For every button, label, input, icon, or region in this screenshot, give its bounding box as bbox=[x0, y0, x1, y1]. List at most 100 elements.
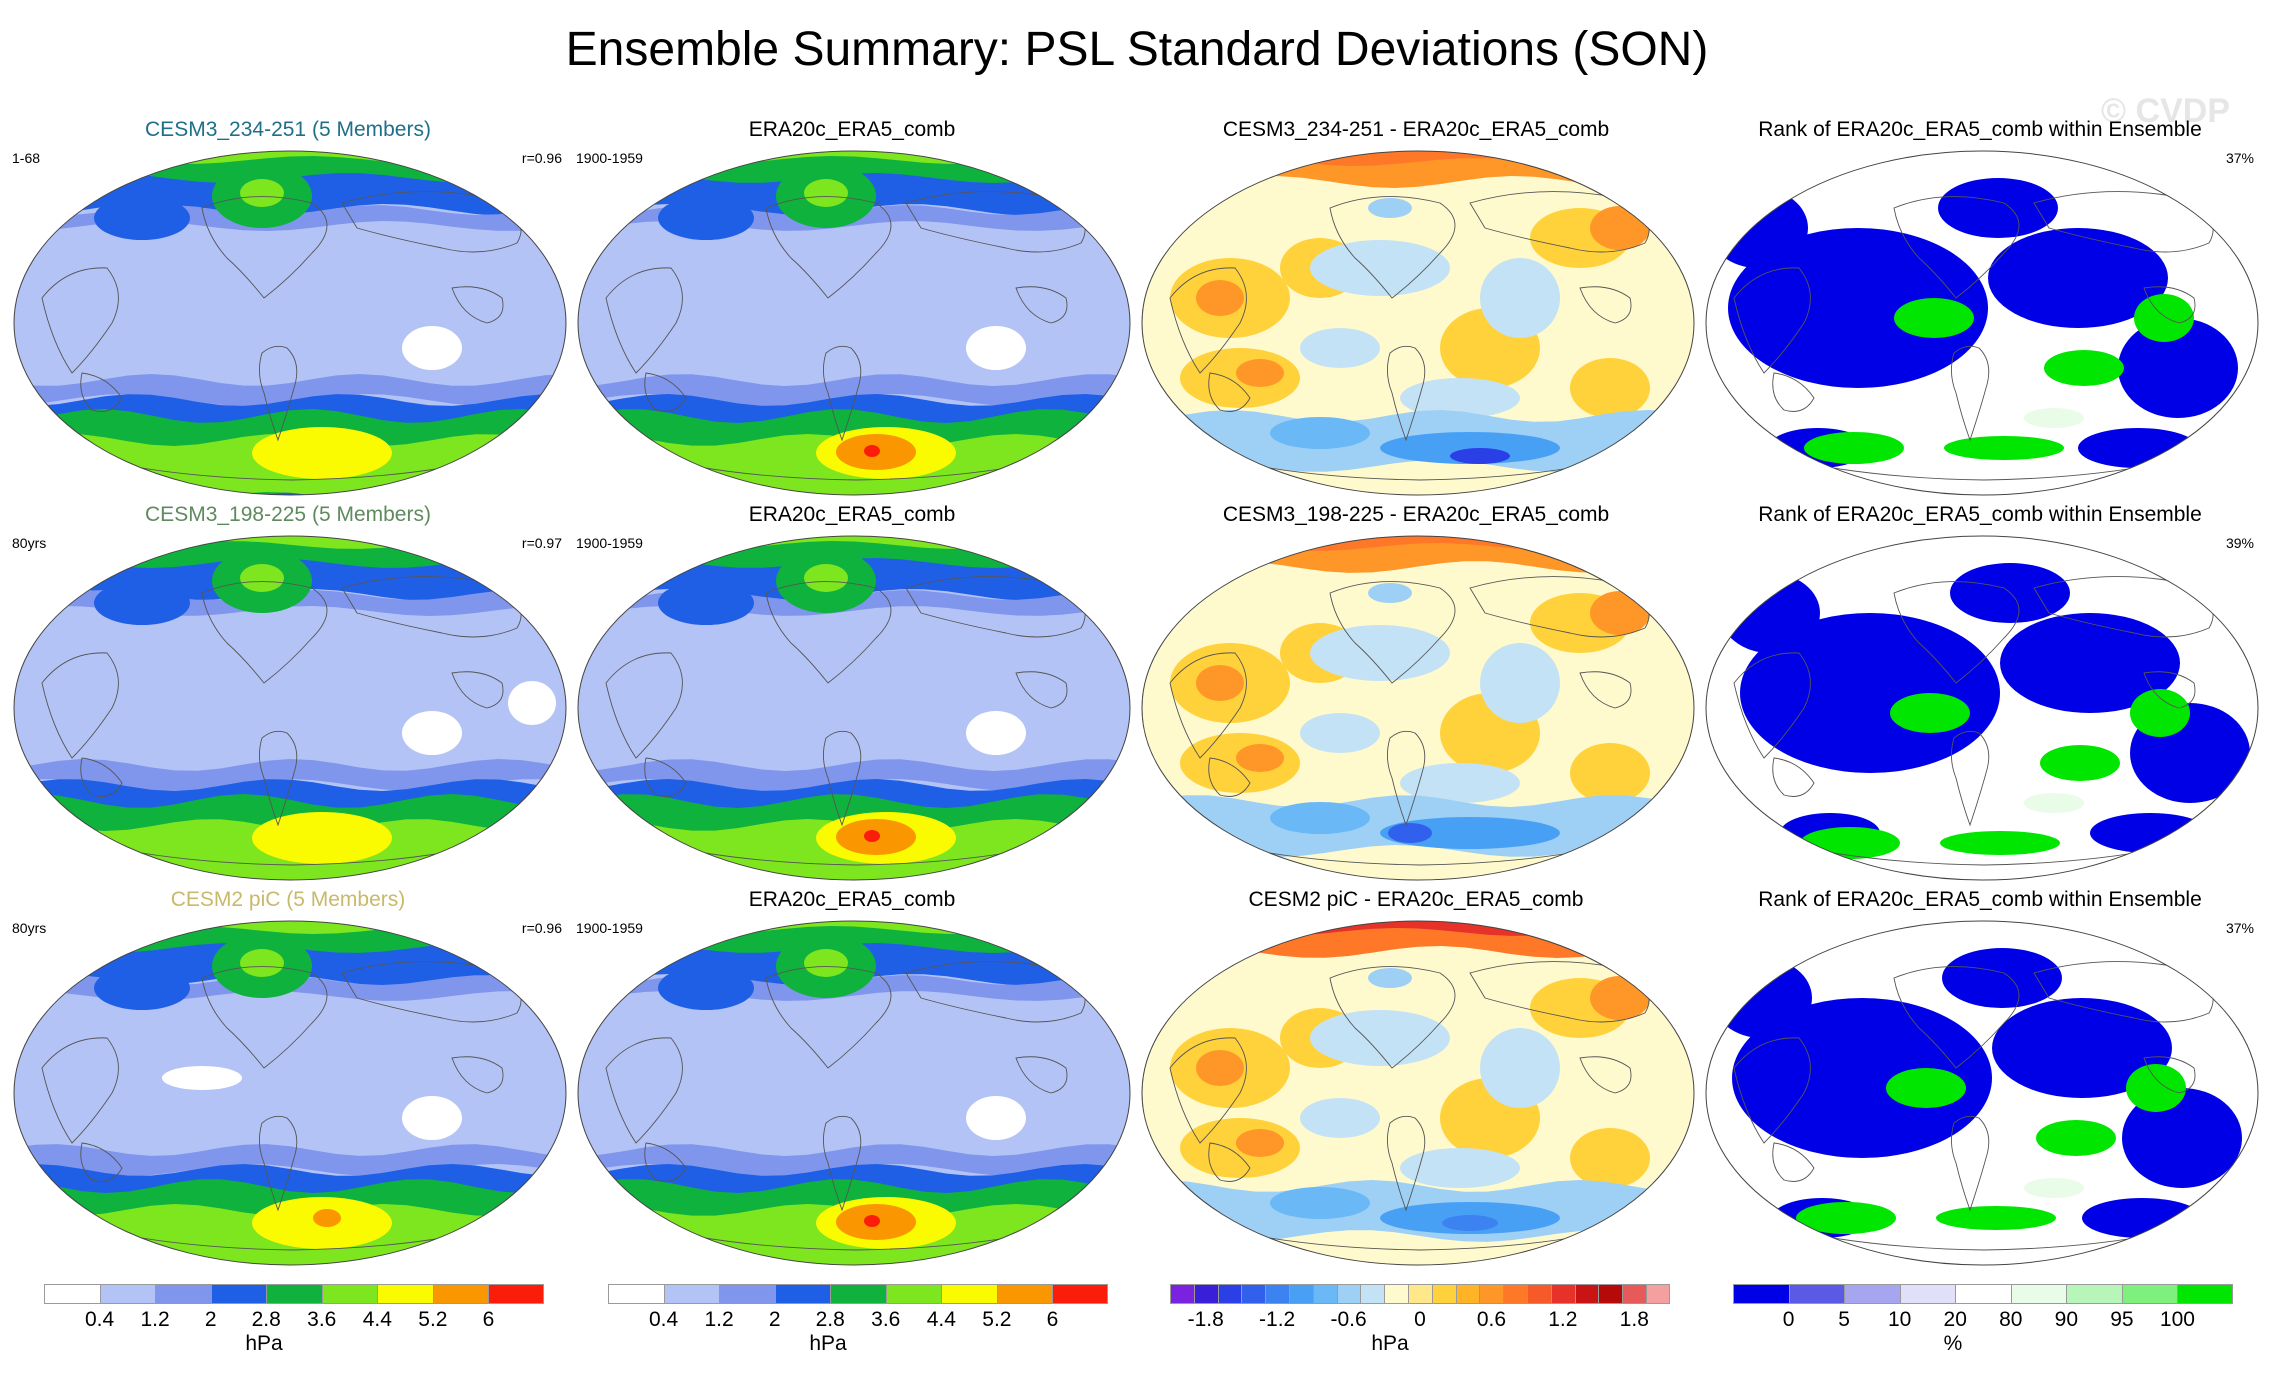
colorbar-swatch bbox=[1788, 1284, 1845, 1304]
colorbar-swatch bbox=[377, 1284, 433, 1304]
colorbar-swatch bbox=[155, 1284, 211, 1304]
colorbar-swatch bbox=[2066, 1284, 2122, 1304]
coastline bbox=[905, 191, 1086, 253]
contour-blob bbox=[1368, 198, 1412, 218]
coastline bbox=[451, 286, 504, 324]
contour-blob bbox=[2044, 350, 2124, 386]
contour-blob bbox=[402, 711, 462, 755]
map-border bbox=[1141, 920, 1695, 1266]
coastline bbox=[41, 652, 119, 759]
coastline bbox=[1015, 671, 1068, 709]
contour-blob bbox=[804, 949, 848, 977]
contour-blob bbox=[2000, 613, 2180, 713]
contour-blob bbox=[1400, 763, 1520, 803]
colorbar-swatch bbox=[1312, 1284, 1337, 1304]
coastline bbox=[341, 576, 522, 638]
panel-title: ERA20c_ERA5_comb bbox=[748, 118, 956, 141]
coastline bbox=[1772, 1142, 1815, 1182]
coastline bbox=[644, 372, 687, 412]
coastline bbox=[259, 345, 298, 442]
map-panel: CESM2 piC - ERA20c_ERA5_comb bbox=[1136, 888, 1696, 1268]
coastline bbox=[1208, 1142, 1251, 1182]
contour-blob bbox=[1236, 744, 1284, 772]
colorbar-swatch bbox=[99, 1284, 156, 1304]
contour-blob bbox=[1942, 948, 2062, 1008]
contour-blob bbox=[2024, 1178, 2084, 1198]
rank-colorbar: 0 5 10 20 80 90 95 100% bbox=[1733, 1282, 2233, 1392]
coastline bbox=[644, 1142, 687, 1182]
coastline bbox=[1951, 730, 1990, 827]
contour-blob bbox=[1894, 298, 1974, 338]
contour-blob bbox=[2024, 408, 2084, 428]
map-panel: CESM2 piC (5 Members) 80yrs r=0.96 bbox=[8, 888, 568, 1268]
contour-blob bbox=[1570, 358, 1650, 418]
colorbar-tick-label: 1.2 bbox=[1548, 1308, 1578, 1331]
coastline bbox=[765, 196, 892, 299]
contour-blob bbox=[2126, 1064, 2186, 1112]
contour-blob bbox=[1450, 448, 1510, 464]
colorbar-tick-label: 1.2 bbox=[704, 1308, 734, 1331]
contour-blob bbox=[1368, 968, 1412, 988]
contour-blob bbox=[1236, 1129, 1284, 1157]
colorbar-tick-label: 1.2 bbox=[140, 1308, 170, 1331]
colorbar-swatch bbox=[663, 1284, 720, 1304]
contour-blob bbox=[1442, 1215, 1498, 1231]
coastline bbox=[1579, 671, 1632, 709]
colorbar-tick-label: 0 bbox=[1782, 1308, 1795, 1331]
coastline bbox=[80, 757, 123, 797]
colorbar-tick-label: -1.8 bbox=[1187, 1308, 1224, 1331]
coastline bbox=[2033, 576, 2214, 638]
map-border bbox=[13, 150, 567, 496]
coastline bbox=[823, 730, 862, 827]
colorbar-swatch bbox=[2010, 1284, 2067, 1304]
contour-blob bbox=[1300, 328, 1380, 368]
map-border bbox=[1705, 535, 2259, 881]
contour-blob bbox=[1270, 1187, 1370, 1219]
robinson-map bbox=[1705, 535, 2259, 881]
colorbar-swatch bbox=[1622, 1284, 1646, 1304]
map-panel: ERA20c_ERA5_comb 1900-1959 bbox=[572, 503, 1132, 883]
coastline bbox=[1951, 345, 1990, 442]
panel-title: Rank of ERA20c_ERA5_comb within Ensemble bbox=[1758, 118, 2202, 141]
map-border bbox=[1141, 535, 1695, 881]
coastline bbox=[1387, 1115, 1426, 1212]
coastline bbox=[1387, 730, 1426, 827]
colorbar-swatch bbox=[1170, 1284, 1194, 1304]
panel-title: ERA20c_ERA5_comb bbox=[748, 503, 956, 526]
colorbar-swatch bbox=[1052, 1284, 1108, 1304]
panel-period-label: 80yrs bbox=[12, 920, 47, 936]
contour-blob bbox=[1300, 1098, 1380, 1138]
contour-blob bbox=[1590, 976, 1650, 1020]
coastline bbox=[80, 1142, 123, 1182]
contour-blob bbox=[94, 196, 190, 240]
colorbar-tick-label: 6 bbox=[1046, 1308, 1059, 1331]
colorbar-swatch bbox=[719, 1284, 775, 1304]
contour-blob bbox=[864, 445, 880, 457]
contour-blob bbox=[402, 326, 462, 370]
panel-stat-label: r=0.97 bbox=[521, 535, 562, 551]
contour-blob bbox=[2122, 1088, 2242, 1188]
coastline bbox=[1208, 757, 1251, 797]
contour-blob bbox=[1720, 573, 1820, 653]
contour-blob bbox=[1988, 228, 2168, 328]
colorbar-swatch bbox=[1431, 1284, 1456, 1304]
coastline bbox=[1329, 966, 1456, 1069]
coastline bbox=[1772, 372, 1815, 412]
contour-blob bbox=[1380, 432, 1560, 464]
contour-blob bbox=[508, 681, 556, 725]
panel-stat-label: 39% bbox=[2225, 535, 2254, 551]
colorbar-swatch bbox=[1899, 1284, 1956, 1304]
colorbar-tick-label: 90 bbox=[2054, 1308, 2079, 1331]
colorbar-swatch bbox=[1479, 1284, 1504, 1304]
colorbar-tick-label: 6 bbox=[482, 1308, 495, 1331]
std-colorbar: 0.4 1.2 2 2.8 3.6 4.4 5.2 6 hPa bbox=[608, 1282, 1108, 1392]
coastline bbox=[823, 1115, 862, 1212]
colorbar-tick-label: 80 bbox=[1999, 1308, 2023, 1331]
colorbar-swatch bbox=[1574, 1284, 1599, 1304]
colorbar-swatch bbox=[1217, 1284, 1242, 1304]
contour-blob bbox=[1740, 613, 2000, 773]
map-border bbox=[13, 920, 567, 1266]
colorbar-tick-label: 2 bbox=[768, 1308, 781, 1331]
colorbar-swatch bbox=[608, 1284, 664, 1304]
map-border bbox=[577, 920, 1131, 1266]
